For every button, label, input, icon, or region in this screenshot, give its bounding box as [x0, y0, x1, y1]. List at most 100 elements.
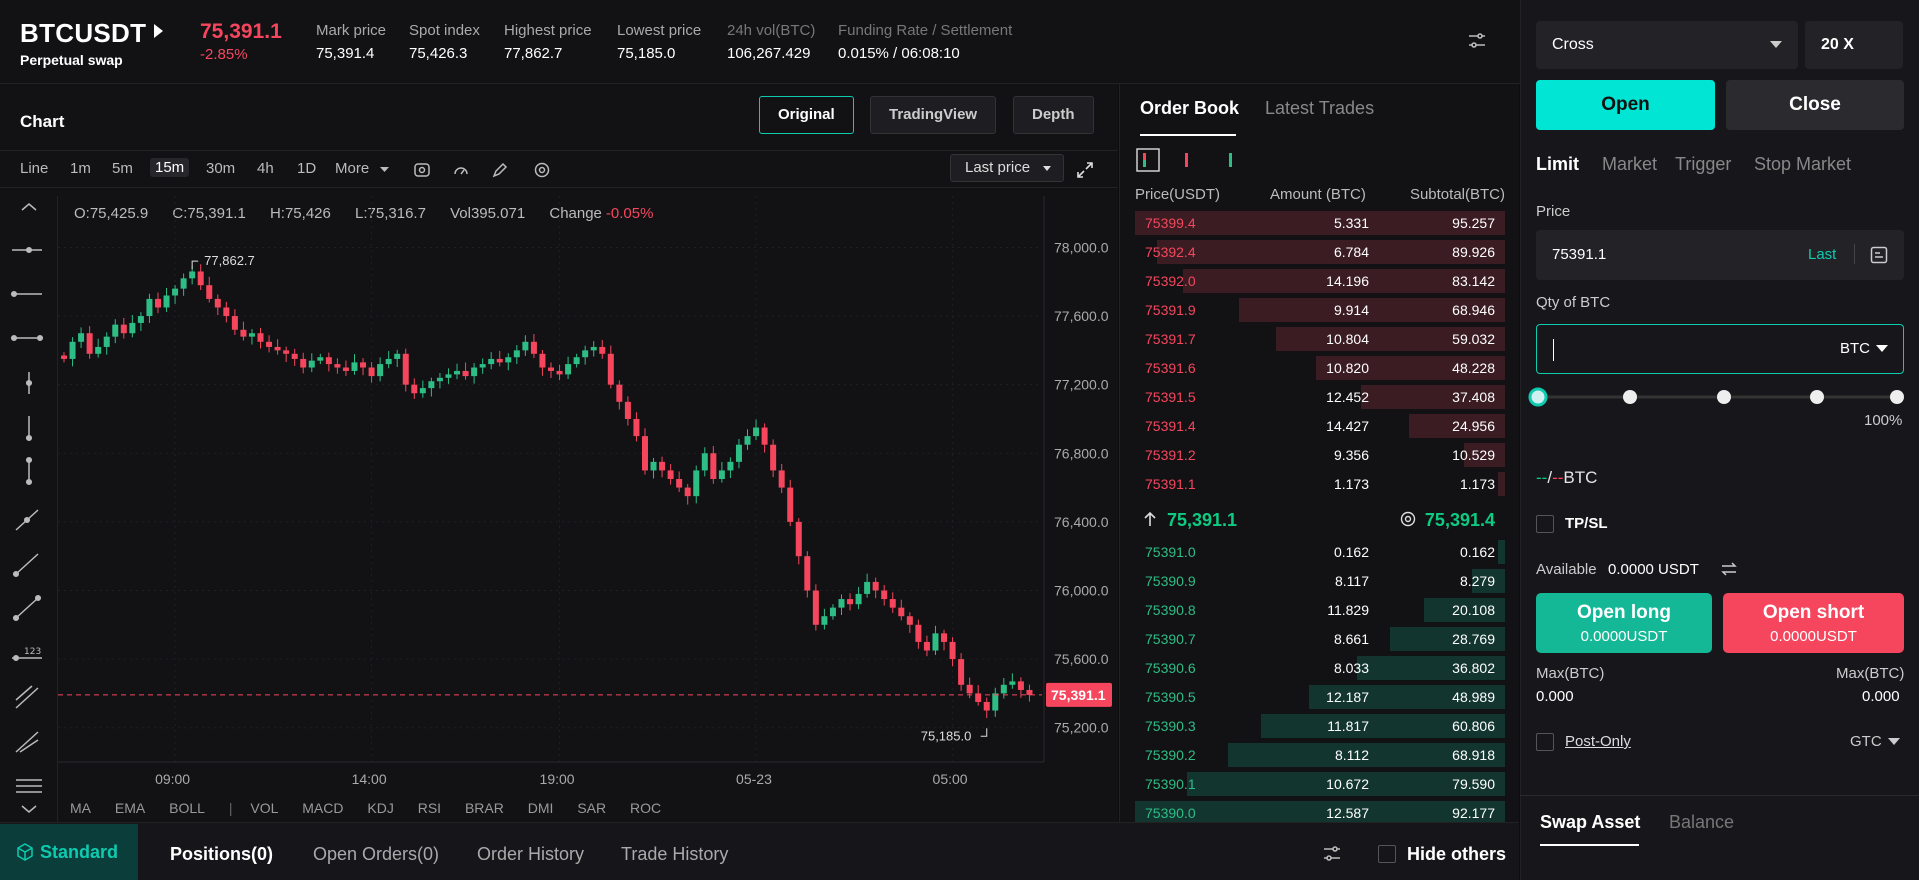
bid-row[interactable]: 75390.2 8.112 68.918: [1135, 742, 1505, 768]
settings-sliders-icon[interactable]: [1467, 32, 1487, 50]
ask-price: 75391.5: [1145, 389, 1196, 405]
order-type-market[interactable]: Market: [1602, 154, 1658, 174]
ind-ma[interactable]: MA: [70, 800, 91, 816]
candlestick-chart[interactable]: 78,000.0 77,600.0 77,200.0 76,800.0 76,400.0…: [58, 196, 1118, 796]
hide-others-checkbox[interactable]: [1378, 845, 1396, 863]
pencil-icon[interactable]: [491, 161, 509, 179]
tf-5m[interactable]: 5m: [112, 160, 133, 177]
tab-swap-asset[interactable]: Swap Asset: [1540, 812, 1641, 832]
price-input[interactable]: 75391.1: [1536, 230, 1904, 280]
tf-line[interactable]: Line: [20, 160, 49, 177]
bid-row[interactable]: 75390.9 8.117 8.279: [1135, 568, 1505, 594]
leverage-select[interactable]: 20 X: [1805, 21, 1903, 69]
bid-row[interactable]: 75390.8 11.829 20.108: [1135, 597, 1505, 623]
candle-body: [889, 599, 896, 608]
open-tab-button[interactable]: Open: [1536, 80, 1715, 130]
calculator-icon[interactable]: [1870, 246, 1888, 264]
ind-boll[interactable]: BOLL: [169, 800, 205, 816]
book-view-toggle-icon[interactable]: [1136, 148, 1236, 174]
order-type-stop-market[interactable]: Stop Market: [1754, 154, 1852, 174]
ind-dmi[interactable]: DMI: [527, 800, 554, 816]
caret-down-icon[interactable]: [1770, 41, 1782, 49]
qty-slider[interactable]: [1528, 384, 1914, 410]
bid-row[interactable]: 75390.5 12.187 48.989: [1135, 684, 1505, 710]
ask-row[interactable]: 75391.6 10.820 48.228: [1135, 355, 1505, 381]
bid-row[interactable]: 75391.0 0.162 0.162: [1135, 539, 1505, 565]
bid-row[interactable]: 75390.0 12.587 92.177: [1135, 800, 1505, 826]
candle-body: [505, 357, 512, 363]
qty-unit-select[interactable]: BTC: [1840, 340, 1870, 357]
ind-vol[interactable]: VOL: [250, 800, 279, 816]
fullscreen-icon[interactable]: [1076, 161, 1094, 179]
ask-row[interactable]: 75391.5 12.452 37.408: [1135, 384, 1505, 410]
margin-mode-select[interactable]: Cross: [1536, 21, 1798, 69]
ask-price: 75391.4: [1145, 418, 1196, 434]
caret-right-icon[interactable]: [154, 24, 163, 38]
slider-percent: 100%: [1864, 412, 1903, 429]
qty-input[interactable]: [1536, 324, 1904, 374]
ind-rsi[interactable]: RSI: [417, 800, 442, 816]
tab-open-orders[interactable]: Open Orders(0): [313, 844, 440, 864]
view-original-button[interactable]: Original: [759, 96, 854, 134]
tf-more[interactable]: More: [335, 160, 370, 177]
order-type-limit[interactable]: Limit: [1536, 154, 1579, 174]
ask-row[interactable]: 75391.4 14.427 24.956: [1135, 413, 1505, 439]
ask-row[interactable]: 75392.4 6.784 89.926: [1135, 239, 1505, 265]
bid-row[interactable]: 75390.1 10.672 79.590: [1135, 771, 1505, 797]
symbol-title[interactable]: BTCUSDT: [20, 18, 147, 48]
close-tab-button[interactable]: Close: [1726, 80, 1904, 130]
tab-balance[interactable]: Balance: [1669, 812, 1735, 832]
tf-1d[interactable]: 1D: [297, 160, 317, 177]
tab-order-book[interactable]: Order Book: [1140, 98, 1240, 118]
standard-mode-button[interactable]: Standard: [0, 824, 138, 880]
caret-down-icon[interactable]: [1888, 738, 1900, 746]
caret-down-icon[interactable]: [1876, 345, 1888, 353]
candle-body: [539, 353, 546, 368]
tpsl-checkbox[interactable]: [1536, 515, 1554, 533]
transfer-icon[interactable]: [1720, 560, 1738, 578]
ask-row[interactable]: 75391.2 9.356 10.529: [1135, 442, 1505, 468]
ask-row[interactable]: 75391.1 1.173 1.173: [1135, 471, 1505, 497]
tf-15m[interactable]: 15m: [150, 158, 190, 177]
post-only-checkbox[interactable]: [1536, 733, 1554, 751]
drawing-tools-icon[interactable]: 123: [0, 196, 58, 822]
tf-1m[interactable]: 1m: [70, 160, 91, 177]
gauge-icon[interactable]: [452, 161, 470, 179]
tab-order-history[interactable]: Order History: [477, 844, 585, 864]
tab-latest-trades[interactable]: Latest Trades: [1265, 98, 1375, 118]
filter-icon[interactable]: [1322, 845, 1342, 863]
bid-row[interactable]: 75390.7 8.661 28.769: [1135, 626, 1505, 652]
chevron-down-icon[interactable]: [380, 167, 389, 173]
tf-30m[interactable]: 30m: [206, 160, 236, 177]
bid-row[interactable]: 75390.3 11.817 60.806: [1135, 713, 1505, 739]
ind-macd[interactable]: MACD: [302, 800, 344, 816]
ask-row[interactable]: 75399.4 5.331 95.257: [1135, 210, 1505, 236]
indicator-icon[interactable]: [413, 161, 431, 179]
view-tradingview-button[interactable]: TradingView: [870, 96, 997, 134]
settings-icon[interactable]: [533, 161, 551, 179]
price-source-select[interactable]: Last price: [950, 154, 1064, 182]
ask-row[interactable]: 75392.0 14.196 83.142: [1135, 268, 1505, 294]
ask-row[interactable]: 75391.9 9.914 68.946: [1135, 297, 1505, 323]
ask-row[interactable]: 75391.7 10.804 59.032: [1135, 326, 1505, 352]
tab-trade-history[interactable]: Trade History: [621, 844, 729, 864]
ind-kdj[interactable]: KDJ: [367, 800, 394, 816]
post-only-label[interactable]: Post-Only: [1565, 733, 1631, 750]
open-long-button[interactable]: Open long 0.0000USDT: [1536, 593, 1712, 653]
bid-amount: 11.817: [1327, 718, 1369, 734]
price-last-button[interactable]: Last: [1808, 246, 1837, 263]
tf-4h[interactable]: 4h: [257, 160, 274, 177]
view-depth-button[interactable]: Depth: [1013, 96, 1094, 134]
ind-roc[interactable]: ROC: [630, 800, 662, 816]
tif-select[interactable]: GTC: [1850, 733, 1882, 750]
bid-row[interactable]: 75390.6 8.033 36.802: [1135, 655, 1505, 681]
x-tick-label: 05-23: [736, 771, 772, 787]
ind-ema[interactable]: EMA: [114, 800, 146, 816]
order-type-trigger[interactable]: Trigger: [1675, 154, 1732, 174]
tab-positions[interactable]: Positions(0): [170, 844, 274, 864]
candle-body: [829, 607, 836, 617]
open-short-button[interactable]: Open short 0.0000USDT: [1723, 593, 1904, 653]
ind-brar[interactable]: BRAR: [464, 800, 504, 816]
ind-sar[interactable]: SAR: [577, 800, 607, 816]
candle-body: [436, 377, 443, 382]
